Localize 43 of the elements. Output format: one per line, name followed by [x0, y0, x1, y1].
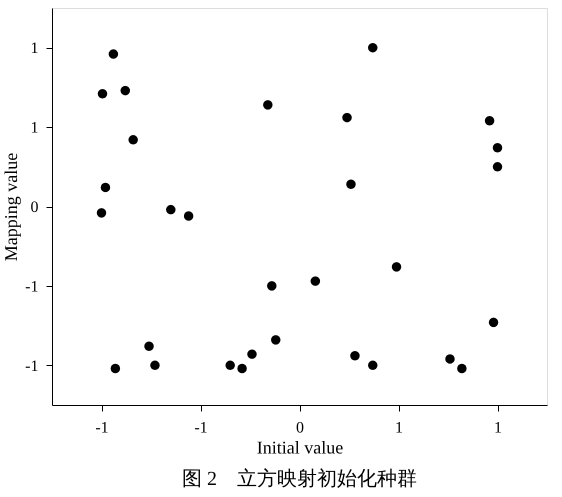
x-axis-title: Initial value	[256, 438, 344, 458]
point	[368, 360, 378, 370]
x-tick-label: 1	[494, 420, 502, 436]
point	[492, 143, 502, 152]
point	[342, 112, 352, 122]
point	[150, 360, 160, 370]
point	[346, 180, 356, 189]
point	[184, 211, 194, 221]
y-axis-title: Mapping value	[1, 152, 22, 262]
point	[247, 349, 257, 359]
y-tick-label: -1	[25, 278, 38, 296]
point	[128, 135, 138, 145]
point	[484, 116, 494, 126]
point	[445, 354, 455, 364]
y-tick-label: 1	[30, 40, 38, 58]
point	[310, 276, 320, 286]
point	[120, 86, 130, 96]
point	[392, 262, 402, 272]
y-tick-label: -1	[25, 358, 38, 375]
point	[263, 100, 273, 110]
point	[108, 49, 118, 59]
point	[492, 162, 502, 172]
y-tick-label: 1	[30, 120, 38, 137]
point	[225, 360, 235, 370]
x-tick-label: -1	[95, 420, 109, 436]
point	[100, 182, 110, 192]
text: 图 2 立方映射初始化种群	[182, 467, 417, 490]
point	[270, 335, 280, 345]
x-tick-label: 0	[296, 420, 304, 436]
point	[166, 204, 176, 214]
point	[144, 342, 154, 351]
point	[110, 364, 120, 374]
point	[98, 89, 108, 98]
point	[96, 208, 106, 218]
point	[488, 318, 498, 328]
y-tick-label: 0	[30, 199, 38, 216]
point	[350, 351, 360, 361]
point	[368, 42, 378, 52]
x-tick-label: -1	[194, 420, 208, 436]
point	[267, 281, 277, 291]
x-tick-label: 1	[395, 420, 403, 436]
point	[237, 364, 247, 374]
point	[457, 364, 467, 374]
